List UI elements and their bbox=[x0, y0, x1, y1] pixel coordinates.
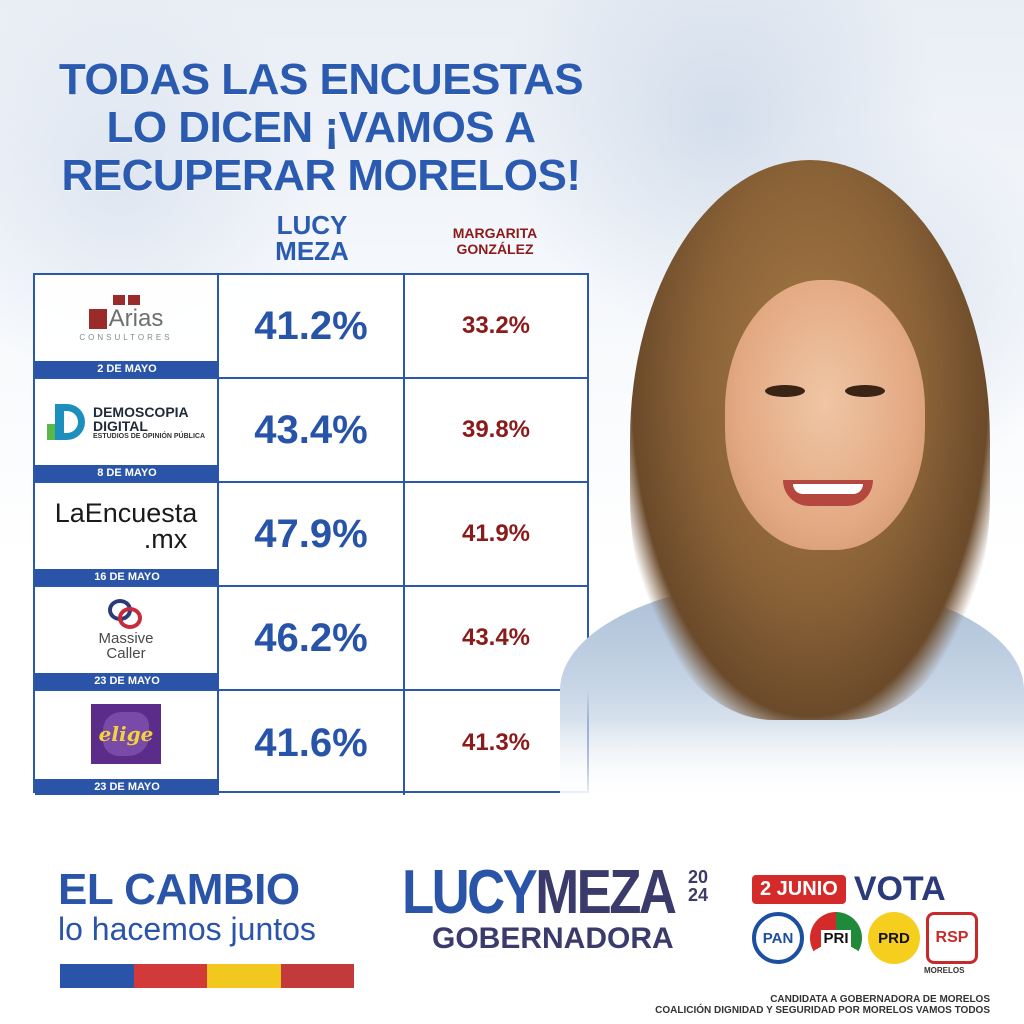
margarita-percentage: 39.8% bbox=[461, 416, 531, 443]
fine-print: CANDIDATA A GOBERNADORA DE MORELOS COALI… bbox=[655, 994, 990, 1016]
pollster-cell: elige 23 DE MAYO bbox=[35, 691, 219, 795]
poll-date: 16 DE MAYO bbox=[35, 569, 219, 585]
candidate-role: GOBERNADORA bbox=[432, 922, 674, 955]
slogan-line-1: EL CAMBIO bbox=[58, 865, 300, 914]
poll-date: 23 DE MAYO bbox=[35, 673, 219, 689]
fine-print-line-2: COALICIÓN DIGNIDAD Y SEGURIDAD POR MOREL… bbox=[655, 1005, 990, 1016]
column-header-margarita: MARGARITA GONZÁLEZ bbox=[405, 225, 585, 257]
column-header-margarita-last: GONZÁLEZ bbox=[456, 241, 534, 257]
lucy-percentage: 47.9% bbox=[219, 483, 405, 585]
pri-logo-icon: PRI bbox=[810, 912, 862, 964]
pollster-name-line-2: .mx bbox=[143, 524, 188, 554]
column-header-margarita-first: MARGARITA bbox=[452, 225, 538, 241]
pollster-name-line-2: DIGITAL bbox=[92, 417, 148, 434]
pollster-name-line-2: Caller bbox=[106, 645, 146, 662]
party-region-label: MORELOS bbox=[924, 966, 965, 975]
candidate-first-name: LUCY bbox=[402, 858, 538, 927]
pollster-subtitle: ESTUDIOS DE OPINIÓN PÚBLICA bbox=[92, 432, 205, 440]
candidate-logo: LUCYMEZA 20 24 GOBERNADORA bbox=[402, 862, 732, 954]
headline: TODAS LAS ENCUESTAS LO DICEN ¡VAMOS A RE… bbox=[36, 56, 606, 200]
massive-caller-logo: Massive Caller bbox=[35, 587, 217, 673]
column-header-lucy-last: MEZA bbox=[275, 236, 349, 266]
speech-bubbles-icon bbox=[108, 599, 144, 629]
poll-date: 8 DE MAYO bbox=[35, 465, 219, 481]
fine-print-line-1: CANDIDATA A GOBERNADORA DE MORELOS bbox=[770, 994, 990, 1005]
pollster-name-line-1: Massive bbox=[98, 630, 154, 647]
vote-label: VOTA bbox=[853, 870, 946, 908]
year-top: 20 bbox=[688, 867, 709, 887]
table-row: Arias CONSULTORES 2 DE MAYO 41.2% 33.2% bbox=[35, 275, 587, 379]
demoscopia-logo: DEMOSCOPIA DIGITAL ESTUDIOS DE OPINIÓN P… bbox=[35, 379, 217, 465]
column-header-lucy: LUCY MEZA bbox=[222, 212, 402, 264]
election-date: 2 JUNIO bbox=[752, 875, 846, 904]
prd-logo-icon: PRD bbox=[868, 912, 920, 964]
color-stripes bbox=[60, 964, 354, 988]
margarita-percentage: 41.3% bbox=[461, 729, 531, 756]
lucy-percentage: 41.2% bbox=[219, 275, 405, 377]
table-row: elige 23 DE MAYO 41.6% 41.3% bbox=[35, 691, 587, 795]
table-row: DEMOSCOPIA DIGITAL ESTUDIOS DE OPINIÓN P… bbox=[35, 379, 587, 483]
pollster-cell: LaEncuesta .mx 16 DE MAYO bbox=[35, 483, 219, 585]
poll-date: 2 DE MAYO bbox=[35, 361, 219, 377]
campaign-year: 20 24 bbox=[688, 868, 708, 904]
candidate-photo bbox=[560, 160, 1024, 810]
elige-logo: elige bbox=[35, 691, 217, 777]
pollster-name-line-1: LaEncuesta bbox=[54, 498, 198, 528]
headline-line-3: RECUPERAR MORELOS! bbox=[61, 151, 581, 200]
laencuesta-logo: LaEncuesta .mx bbox=[35, 483, 217, 569]
headline-line-1: TODAS LAS ENCUESTAS bbox=[58, 55, 584, 104]
table-row: Massive Caller 23 DE MAYO 46.2% 43.4% bbox=[35, 587, 587, 691]
party-logos: PAN PRI PRD RSP bbox=[752, 912, 978, 964]
candidate-last-name: MEZA bbox=[535, 858, 677, 927]
headline-line-2: LO DICEN ¡VAMOS A bbox=[106, 103, 536, 152]
lucy-percentage: 46.2% bbox=[219, 587, 405, 689]
arias-logo: Arias CONSULTORES bbox=[35, 275, 217, 361]
rsp-logo-icon: RSP bbox=[926, 912, 978, 964]
lucy-percentage: 41.6% bbox=[219, 691, 405, 795]
state-map-icon bbox=[103, 712, 149, 756]
slogan-line-2: lo hacemos juntos bbox=[58, 911, 316, 947]
year-bottom: 24 bbox=[688, 885, 709, 905]
pollster-cell: Arias CONSULTORES 2 DE MAYO bbox=[35, 275, 219, 377]
lucy-percentage: 43.4% bbox=[219, 379, 405, 481]
pollster-name: Arias bbox=[108, 304, 164, 332]
margarita-percentage: 33.2% bbox=[461, 312, 531, 339]
demoscopia-logo-mark-icon bbox=[46, 404, 87, 440]
margarita-percentage: 41.9% bbox=[461, 520, 531, 547]
arias-logo-mark-icon bbox=[112, 294, 140, 305]
column-header-lucy-first: LUCY bbox=[276, 210, 348, 240]
vote-callout: 2 JUNIO VOTA bbox=[752, 870, 946, 909]
margarita-percentage: 43.4% bbox=[461, 624, 531, 651]
pollster-subtitle: CONSULTORES bbox=[79, 332, 173, 342]
pollster-name-line-1: DEMOSCOPIA bbox=[92, 403, 189, 420]
campaign-slogan: EL CAMBIO lo hacemos juntos bbox=[58, 865, 358, 947]
pollster-cell: DEMOSCOPIA DIGITAL ESTUDIOS DE OPINIÓN P… bbox=[35, 379, 219, 481]
pan-logo-icon: PAN bbox=[752, 912, 804, 964]
poll-date: 23 DE MAYO bbox=[35, 779, 219, 795]
pollster-name: elige bbox=[98, 722, 154, 746]
table-row: LaEncuesta .mx 16 DE MAYO 47.9% 41.9% bbox=[35, 483, 587, 587]
pollster-cell: Massive Caller 23 DE MAYO bbox=[35, 587, 219, 689]
poll-table: Arias CONSULTORES 2 DE MAYO 41.2% 33.2% … bbox=[33, 273, 589, 795]
